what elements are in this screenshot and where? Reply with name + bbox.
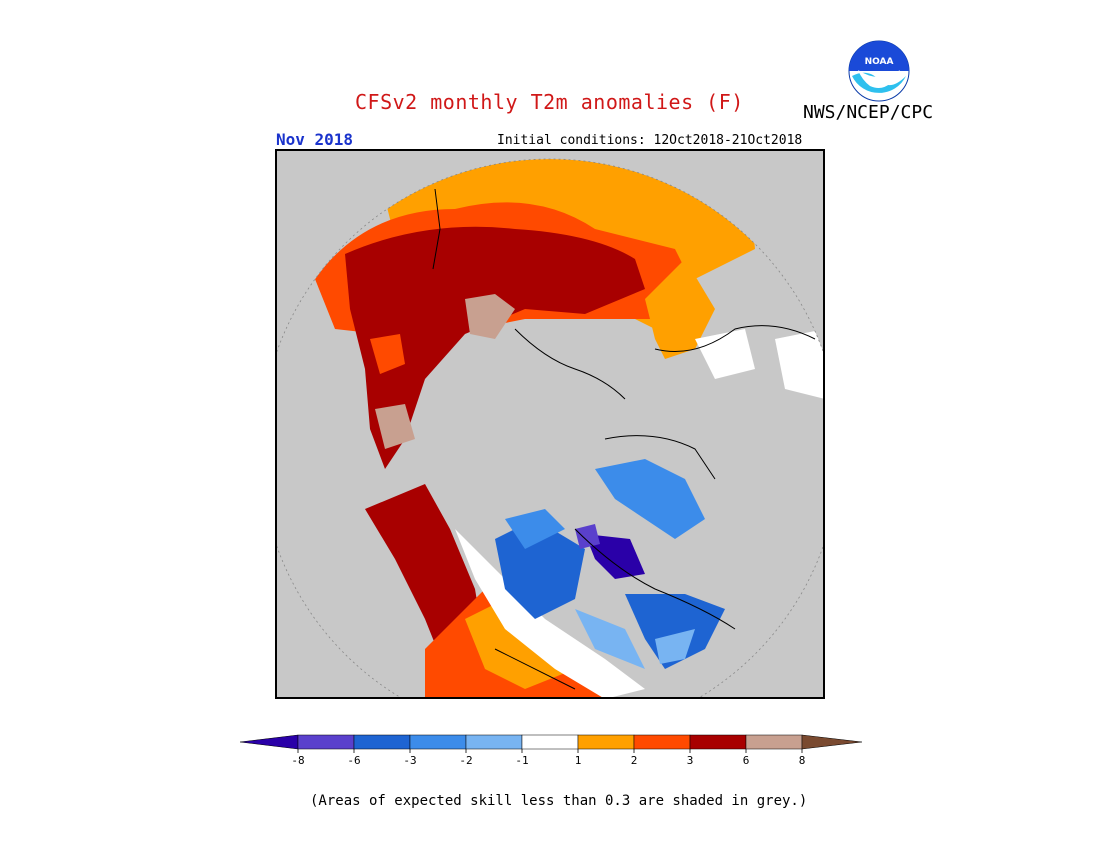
legend-tick-label: 8 <box>799 754 806 767</box>
legend-tick-label: 1 <box>575 754 582 767</box>
legend-tick-label: -8 <box>291 754 304 767</box>
legend-swatch <box>689 734 747 750</box>
legend-tick-label: -2 <box>459 754 472 767</box>
legend-swatch <box>745 734 803 750</box>
legend-swatch <box>521 734 579 750</box>
svg-text:NOAA: NOAA <box>865 57 894 67</box>
legend-tick-label: -1 <box>515 754 528 767</box>
anomaly-region-blue-canada <box>495 519 585 619</box>
legend-arrow-low <box>239 734 299 750</box>
initial-conditions: Initial conditions: 12Oct2018-21Oct2018 <box>497 133 803 148</box>
anomaly-region-blue-siberia <box>595 459 705 539</box>
noaa-logo: NOAA <box>848 40 910 102</box>
anomaly-region-orange-east <box>645 259 715 359</box>
skill-note: (Areas of expected skill less than 0.3 a… <box>310 793 808 809</box>
legend-tick-label: 6 <box>743 754 750 767</box>
agency-label: NWS/NCEP/CPC <box>803 102 934 123</box>
legend-swatch <box>409 734 467 750</box>
legend-tick-label: -3 <box>403 754 416 767</box>
legend-arrow-high <box>801 734 863 750</box>
legend-tick-label: 2 <box>631 754 638 767</box>
map-frame <box>275 149 825 699</box>
chart-title: CFSv2 monthly T2m anomalies (F) <box>355 90 744 114</box>
anomaly-region-tan-2 <box>375 404 415 449</box>
anomaly-region-orange-south <box>465 599 575 689</box>
legend-tick-label: -6 <box>347 754 360 767</box>
anomaly-region-white-band <box>455 529 645 699</box>
legend-swatch <box>465 734 523 750</box>
anomaly-region-darkred-greenland <box>345 226 645 469</box>
legend-tick-label: 3 <box>687 754 694 767</box>
color-legend: -8 -6 -3 -2 -1 1 2 3 6 8 <box>239 734 863 767</box>
polar-map <box>275 149 825 699</box>
legend-swatch <box>353 734 411 750</box>
anomaly-region-blue-asia <box>625 594 725 669</box>
legend-swatch <box>297 734 355 750</box>
legend-swatch <box>633 734 691 750</box>
legend-swatch <box>577 734 635 750</box>
anomaly-region-purple <box>585 534 645 579</box>
forecast-month: Nov 2018 <box>276 130 354 149</box>
anomaly-region-tan-1 <box>465 294 515 339</box>
